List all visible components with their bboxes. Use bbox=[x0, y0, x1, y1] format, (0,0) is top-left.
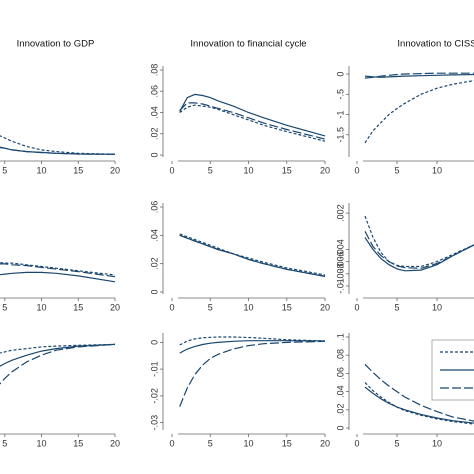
x-tick-label: 10 bbox=[432, 302, 442, 312]
x-tick-label: 0 bbox=[169, 302, 174, 312]
x-tick-label: 20 bbox=[320, 302, 330, 312]
y-tick-label: .04 bbox=[149, 229, 159, 242]
y-tick-label: .02 bbox=[149, 127, 159, 140]
series-line bbox=[0, 343, 116, 367]
series-line bbox=[364, 382, 474, 425]
series-line bbox=[0, 147, 116, 155]
x-tick-label: 5 bbox=[208, 302, 213, 312]
y-tick-label: .06 bbox=[335, 367, 345, 380]
series-line bbox=[179, 233, 326, 276]
series-line bbox=[0, 343, 116, 354]
series-line bbox=[179, 104, 326, 142]
y-tick-label: 0 bbox=[335, 72, 345, 77]
series-line bbox=[179, 234, 326, 277]
x-tick-label: 20 bbox=[320, 438, 330, 448]
series-line bbox=[0, 263, 116, 278]
x-tick-label: 0 bbox=[354, 438, 359, 448]
x-tick-label: 5 bbox=[2, 302, 7, 312]
series-line bbox=[0, 146, 116, 155]
y-tick-label: .02 bbox=[149, 257, 159, 270]
series-line bbox=[364, 215, 474, 268]
y-tick-label: -1.5 bbox=[335, 127, 345, 143]
x-tick-label: 20 bbox=[110, 438, 120, 448]
series-line bbox=[364, 231, 474, 269]
x-tick-label: 5 bbox=[208, 438, 213, 448]
y-tick-label: .08 bbox=[335, 349, 345, 362]
y-tick-label: -.004 bbox=[335, 239, 345, 260]
y-tick-label: .02 bbox=[335, 404, 345, 417]
x-tick-label: 0 bbox=[169, 438, 174, 448]
x-tick-label: 10 bbox=[243, 302, 253, 312]
y-tick-label: -.006 bbox=[335, 251, 345, 272]
series-line bbox=[179, 234, 326, 277]
x-tick-label: 5 bbox=[2, 438, 7, 448]
y-tick-label: .06 bbox=[149, 201, 159, 214]
series-line bbox=[179, 93, 326, 137]
y-tick-label: -1 bbox=[335, 111, 345, 119]
x-tick-label: 15 bbox=[73, 165, 83, 175]
y-tick-label: -.03 bbox=[149, 415, 159, 431]
y-tick-label: 0 bbox=[335, 425, 345, 430]
x-tick-label: 0 bbox=[354, 165, 359, 175]
x-tick-label: 20 bbox=[110, 302, 120, 312]
y-tick-label: -.01 bbox=[149, 361, 159, 377]
x-tick-label: 10 bbox=[432, 165, 442, 175]
x-tick-label: 10 bbox=[36, 438, 46, 448]
x-tick-label: 0 bbox=[169, 165, 174, 175]
x-tick-label: 20 bbox=[110, 165, 120, 175]
x-tick-label: 5 bbox=[394, 438, 399, 448]
y-tick-label: -.02 bbox=[149, 388, 159, 404]
y-tick-label: .002 bbox=[335, 204, 345, 222]
x-tick-label: 5 bbox=[2, 165, 7, 175]
panel-title: Innovation to CISS bbox=[397, 39, 474, 50]
x-tick-label: 15 bbox=[282, 165, 292, 175]
y-tick-label: -.01 bbox=[335, 278, 345, 294]
x-tick-label: 10 bbox=[243, 165, 253, 175]
series-line bbox=[179, 340, 326, 354]
series-line bbox=[364, 73, 474, 78]
series-line bbox=[0, 261, 116, 276]
y-tick-label: .04 bbox=[149, 106, 159, 119]
y-tick-label: .04 bbox=[335, 385, 345, 398]
y-tick-label: -.008 bbox=[335, 264, 345, 285]
x-tick-label: 0 bbox=[354, 302, 359, 312]
series-line bbox=[364, 72, 474, 79]
y-tick-label: 0 bbox=[149, 289, 159, 294]
y-tick-label: 0 bbox=[149, 152, 159, 157]
series-line bbox=[0, 271, 116, 283]
y-tick-label: .1 bbox=[335, 333, 345, 341]
x-tick-label: 15 bbox=[282, 302, 292, 312]
x-tick-label: 10 bbox=[432, 438, 442, 448]
panel-title: Innovation to GDP bbox=[17, 39, 95, 50]
x-tick-label: 10 bbox=[243, 438, 253, 448]
y-tick-label: -.5 bbox=[335, 89, 345, 100]
x-tick-label: 10 bbox=[36, 302, 46, 312]
series-line bbox=[0, 343, 116, 385]
series-line bbox=[364, 363, 474, 422]
x-tick-label: 15 bbox=[282, 438, 292, 448]
y-tick-label: .06 bbox=[149, 85, 159, 98]
x-tick-label: 15 bbox=[73, 302, 83, 312]
x-tick-label: 20 bbox=[320, 165, 330, 175]
series-line bbox=[364, 237, 474, 272]
panel-title: Innovation to financial cycle bbox=[190, 39, 306, 50]
legend bbox=[431, 339, 474, 401]
series-line bbox=[0, 135, 116, 155]
y-tick-label: 0 bbox=[149, 340, 159, 345]
series-line bbox=[364, 80, 474, 144]
y-tick-label: .08 bbox=[149, 64, 159, 77]
x-tick-label: 5 bbox=[394, 302, 399, 312]
series-line bbox=[364, 386, 474, 424]
series-line bbox=[179, 102, 326, 140]
x-tick-label: 5 bbox=[394, 165, 399, 175]
x-tick-label: 5 bbox=[208, 165, 213, 175]
x-tick-label: 10 bbox=[36, 165, 46, 175]
x-tick-label: 15 bbox=[73, 438, 83, 448]
series-line bbox=[179, 340, 326, 407]
